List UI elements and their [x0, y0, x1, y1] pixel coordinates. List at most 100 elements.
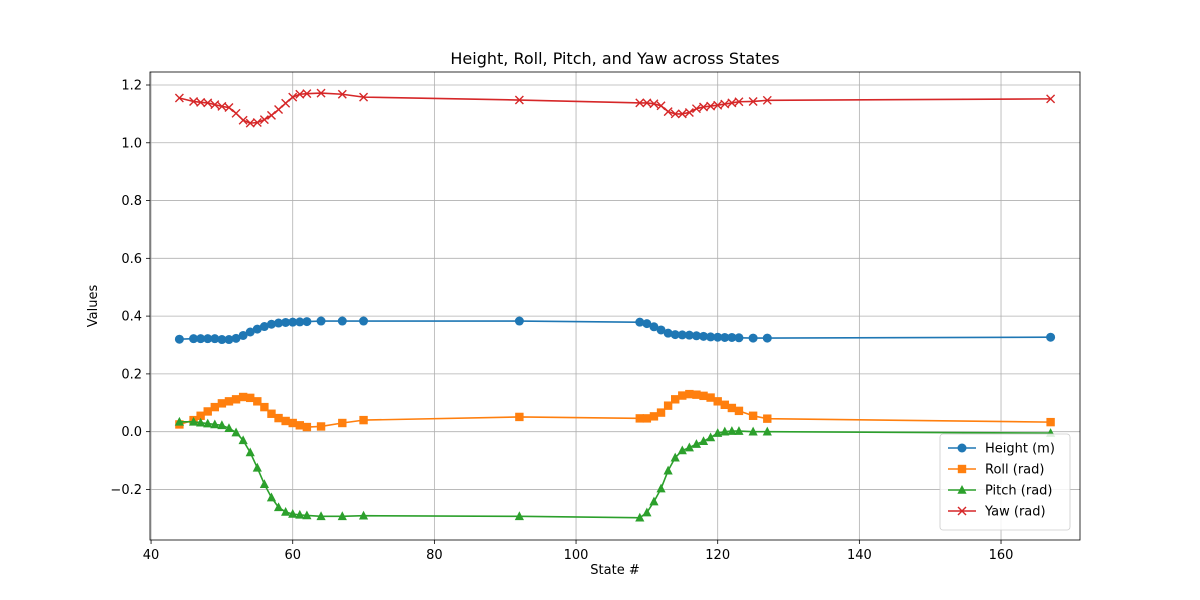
data-point [762, 333, 772, 343]
data-point [224, 397, 234, 406]
data-point [231, 108, 241, 118]
data-point [252, 118, 262, 128]
data-point [337, 511, 347, 521]
data-point [748, 426, 758, 436]
data-point [259, 322, 269, 332]
data-point [762, 95, 772, 105]
legend-marker [957, 506, 967, 516]
data-point [267, 409, 276, 418]
data-point [231, 427, 241, 437]
data-point [706, 432, 716, 442]
data-point [656, 483, 666, 493]
data-point [671, 395, 680, 404]
legend-item: Roll (rad) [948, 463, 1044, 478]
data-point [316, 88, 326, 98]
series-line [179, 421, 1051, 519]
data-point [748, 411, 758, 420]
data-point [1046, 332, 1056, 342]
x-tick-label: 80 [426, 548, 443, 563]
data-point [635, 414, 644, 423]
data-point [266, 319, 276, 329]
data-point [302, 422, 312, 432]
legend-marker [957, 464, 967, 474]
data-point [266, 492, 277, 502]
data-point [281, 416, 290, 426]
data-point [203, 418, 213, 428]
data-point [217, 101, 227, 111]
y-tick-label: 0.0 [121, 425, 142, 440]
data-point [663, 465, 673, 475]
x-tick-label: 160 [989, 548, 1014, 563]
data-point [210, 419, 220, 429]
data-point [302, 89, 312, 99]
data-point [245, 327, 255, 337]
data-point [295, 509, 305, 519]
y-tick-label: 0.6 [121, 252, 142, 267]
data-point [734, 97, 744, 107]
data-point [684, 442, 694, 452]
legend-item: Pitch (rad) [948, 484, 1053, 499]
data-point [359, 316, 369, 326]
data-point [196, 334, 206, 344]
data-point [295, 317, 305, 327]
data-point [281, 506, 291, 516]
data-point [515, 412, 524, 422]
data-point [338, 418, 347, 428]
data-point [224, 103, 234, 113]
data-point [698, 436, 709, 445]
data-point [727, 332, 737, 342]
y-tick-label: 0.4 [121, 310, 142, 325]
series-3 [174, 88, 1056, 128]
legend-label: Pitch (rad) [985, 484, 1053, 499]
data-point [245, 447, 255, 457]
data-point [337, 316, 347, 326]
data-point [649, 412, 659, 421]
data-point [210, 334, 220, 344]
data-point [281, 98, 291, 108]
data-point [245, 118, 255, 128]
data-point [302, 510, 312, 520]
data-point [677, 330, 687, 340]
legend-item: Height (m) [948, 442, 1055, 457]
data-point [359, 92, 369, 102]
legend-label: Roll (rad) [985, 463, 1044, 478]
data-point [635, 98, 645, 108]
y-tick-label: 0.8 [121, 194, 142, 209]
legend: Height (m) Roll (rad) Pitch (rad) Yaw (rad) [939, 433, 1071, 531]
data-point [684, 330, 694, 340]
data-point [203, 407, 212, 416]
y-tick-label: 0.2 [121, 367, 142, 382]
data-point [252, 462, 262, 472]
data-point [217, 399, 227, 408]
data-point [656, 408, 666, 417]
data-point [720, 99, 730, 109]
x-tick-label: 120 [705, 548, 730, 563]
legend-marker [957, 443, 967, 453]
data-point [642, 414, 652, 423]
data-point [684, 107, 694, 117]
data-point [656, 101, 666, 111]
data-point [288, 418, 297, 428]
data-point [1046, 417, 1055, 427]
axis-ticks: 40 60 80 100 120 140 160 −0.2 0.0 0.2 0.4 0.6 0.8 1.0… [110, 79, 1013, 564]
data-point [635, 512, 645, 522]
data-point [635, 317, 645, 327]
data-point [691, 439, 702, 448]
data-point [763, 414, 772, 423]
data-point [692, 390, 701, 399]
data-point [685, 389, 694, 399]
data-point [196, 97, 206, 107]
data-point [196, 417, 206, 427]
data-point [295, 89, 305, 99]
y-tick-label: 1.2 [121, 79, 142, 94]
series-line [179, 393, 1051, 428]
data-point [288, 509, 298, 518]
data-point [231, 395, 241, 404]
data-point [670, 452, 680, 462]
data-point [677, 109, 687, 119]
chart-title: Height, Roll, Pitch, and Yaw across Stat… [450, 49, 779, 68]
data-point [210, 100, 220, 110]
data-point [259, 115, 269, 125]
x-tick-label: 100 [564, 548, 589, 563]
